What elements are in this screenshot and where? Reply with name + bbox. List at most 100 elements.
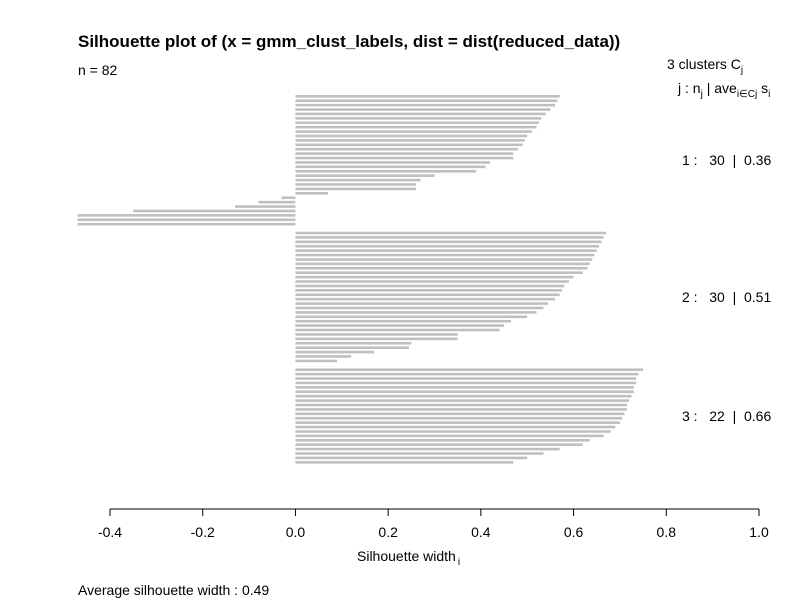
x-tick-label: 1.0 <box>749 524 769 540</box>
silhouette-bar <box>295 315 528 319</box>
x-tick-label: 0.2 <box>378 524 398 540</box>
silhouette-bar <box>295 386 634 389</box>
legend-header-line2: j : nj | avei∈Cj si <box>677 80 770 100</box>
silhouette-bar <box>295 324 505 327</box>
silhouette-bar <box>295 311 537 314</box>
silhouette-bar <box>77 218 296 222</box>
cluster-label-1: 1 : 30 | 0.36 <box>682 152 771 168</box>
silhouette-bar <box>295 328 500 332</box>
silhouette-bar <box>295 438 590 442</box>
silhouette-bar <box>295 346 410 349</box>
silhouette-bar <box>295 112 546 116</box>
silhouette-bar <box>295 447 560 451</box>
silhouette-bar <box>295 121 539 125</box>
silhouette-bar <box>295 337 458 341</box>
silhouette-bar <box>295 130 532 133</box>
silhouette-bar <box>295 350 375 354</box>
x-tick-label: 0.6 <box>564 524 584 540</box>
silhouette-bar <box>258 200 296 204</box>
silhouette-bar <box>295 147 518 151</box>
silhouette-bar <box>295 271 583 274</box>
x-tick-label: -0.2 <box>191 524 215 540</box>
silhouette-bar <box>295 231 607 235</box>
silhouette-bar <box>295 390 634 394</box>
silhouette-bar <box>295 156 514 160</box>
silhouette-bar <box>295 461 514 464</box>
silhouette-bar <box>295 103 556 107</box>
silhouette-bar <box>295 240 602 244</box>
silhouette-bar <box>133 209 296 213</box>
silhouette-bar <box>295 169 477 173</box>
silhouette-bar <box>295 280 569 283</box>
x-tick-label: 0.4 <box>471 524 491 540</box>
silhouette-bar <box>295 452 544 455</box>
x-axis-label: Silhouette width i <box>357 548 460 568</box>
silhouette-bar <box>295 249 597 252</box>
silhouette-bars <box>77 95 644 464</box>
silhouette-bar <box>295 408 627 411</box>
chart-title: Silhouette plot of (x = gmm_clust_labels… <box>78 32 620 51</box>
x-tick-label: -0.4 <box>98 524 122 540</box>
silhouette-bar <box>295 297 556 301</box>
silhouette-bar <box>295 117 542 120</box>
silhouette-bar <box>295 430 611 433</box>
silhouette-bar <box>295 443 583 446</box>
silhouette-bar <box>295 377 637 380</box>
silhouette-bar <box>295 381 637 385</box>
silhouette-bar <box>295 187 416 191</box>
silhouette-bar <box>295 368 644 372</box>
silhouette-bar <box>295 403 627 407</box>
silhouette-bar <box>295 372 639 376</box>
x-tick-label: 0.0 <box>286 524 306 540</box>
silhouette-bar <box>295 165 486 169</box>
silhouette-bar <box>295 306 544 310</box>
silhouette-bar <box>295 275 574 279</box>
silhouette-bar <box>295 95 560 98</box>
silhouette-bar <box>295 421 620 424</box>
legend-header-line1: 3 clusters Cj <box>667 56 743 76</box>
silhouette-bar <box>295 399 630 402</box>
silhouette-bar <box>295 425 616 429</box>
silhouette-bar <box>295 152 514 155</box>
silhouette-bar <box>295 258 593 261</box>
silhouette-bar <box>295 266 588 270</box>
silhouette-bar <box>295 134 528 138</box>
silhouette-bar <box>295 359 338 363</box>
silhouette-bar <box>295 174 435 177</box>
silhouette-bar <box>295 143 523 147</box>
silhouette-bar <box>295 244 600 248</box>
silhouette-bar <box>295 355 352 358</box>
silhouette-bar <box>295 456 528 460</box>
silhouette-bar <box>295 293 560 297</box>
silhouette-bar <box>295 99 558 103</box>
silhouette-bar <box>295 341 412 345</box>
silhouette-bar <box>295 284 565 288</box>
legend-header: 3 clusters Cj j : nj | avei∈Cj si <box>667 56 770 100</box>
silhouette-bar <box>295 333 458 336</box>
silhouette-bar <box>295 253 595 257</box>
silhouette-bar <box>295 302 549 305</box>
silhouette-bar <box>295 108 551 111</box>
x-axis: -0.4 -0.2 0.0 0.2 0.4 0.6 0.8 1.0 <box>98 508 769 540</box>
silhouette-bar <box>77 222 296 226</box>
x-tick-label: 0.8 <box>657 524 677 540</box>
silhouette-bar <box>295 434 604 438</box>
silhouette-bar <box>295 178 421 182</box>
silhouette-bar <box>295 236 604 239</box>
silhouette-bar <box>295 139 525 142</box>
cluster-labels: 1 : 30 | 0.36 2 : 30 | 0.51 3 : 22 | 0.66 <box>682 152 771 424</box>
sample-count: n = 82 <box>78 62 118 78</box>
silhouette-bar <box>281 196 296 200</box>
silhouette-bar <box>295 289 562 292</box>
cluster-label-3: 3 : 22 | 0.66 <box>682 408 771 424</box>
silhouette-bar <box>295 412 625 416</box>
silhouette-bar <box>295 319 511 323</box>
silhouette-bar <box>295 183 416 186</box>
silhouette-bar <box>77 214 296 217</box>
silhouette-bar <box>295 416 623 420</box>
silhouette-bar <box>295 161 491 164</box>
silhouette-bar <box>235 205 296 208</box>
cluster-label-2: 2 : 30 | 0.51 <box>682 289 771 305</box>
average-silhouette-width: Average silhouette width : 0.49 <box>78 582 269 598</box>
